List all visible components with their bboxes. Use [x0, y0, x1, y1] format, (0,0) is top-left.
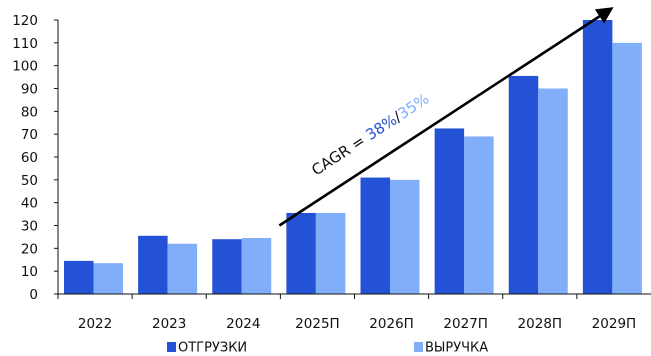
axes-group: 0 10 20 30 40 50 60 70 80 90 100 110 120 2022 2023 2024… [12, 13, 651, 332]
bar-revenue-2029П [612, 42, 642, 295]
x-tick-label-2028П: 2028П [518, 316, 563, 332]
y-tick-label-70: 70 [21, 127, 38, 143]
y-tick-label-20: 20 [21, 241, 38, 257]
legend-label-revenue: ВЫРУЧКА [425, 341, 488, 356]
y-tick-label-0: 0 [29, 287, 38, 303]
y-tick-label-90: 90 [21, 82, 38, 98]
bars-group [64, 20, 642, 295]
bar-revenue-2026П [390, 179, 420, 294]
bar-shipments-2027П [434, 128, 465, 294]
y-tick-label-120: 120 [12, 13, 38, 29]
x-tick-label-2024: 2024 [226, 316, 260, 332]
y-tick-label-30: 30 [21, 219, 38, 235]
legend: ОТГРУЗКИ ВЫРУЧКА [167, 341, 488, 356]
y-tick-label-60: 60 [21, 150, 38, 166]
y-tick-label-40: 40 [21, 196, 38, 212]
bar-shipments-2029П [582, 20, 613, 294]
bar-shipments-2028П [508, 75, 539, 294]
bar-revenue-2022 [93, 263, 123, 294]
x-tick-label-2029П: 2029П [592, 316, 637, 332]
y-tick-label-50: 50 [21, 173, 38, 189]
x-tick-label-2025П: 2025П [295, 316, 340, 332]
bar-revenue-2027П [464, 136, 494, 294]
y-tick-label-80: 80 [21, 104, 38, 120]
y-tick-label-100: 100 [12, 59, 38, 75]
bar-revenue-2024 [241, 238, 272, 294]
x-tick-label-2026П: 2026П [369, 316, 414, 332]
bar-revenue-2023 [167, 243, 198, 294]
bar-shipments-2022 [64, 260, 94, 294]
y-tick-label-10: 10 [21, 264, 38, 280]
x-tick-label-2022: 2022 [78, 316, 112, 332]
bar-shipments-2023 [138, 235, 168, 294]
trend-arrow [278, 7, 614, 227]
legend-swatch-shipments [167, 342, 176, 352]
bar-shipments-2025П [286, 212, 316, 294]
bar-revenue-2025П [315, 212, 346, 294]
bar-shipments-2026П [360, 177, 390, 294]
x-tick-label-2023: 2023 [152, 316, 186, 332]
x-tick-label-2027П: 2027П [443, 316, 488, 332]
legend-label-shipments: ОТГРУЗКИ [178, 341, 247, 356]
cagr-revenue-value: 35% [395, 90, 433, 123]
legend-swatch-revenue [414, 342, 423, 352]
y-tick-label-110: 110 [12, 36, 38, 52]
bar-shipments-2024 [212, 239, 242, 294]
bar-revenue-2028П [538, 88, 568, 294]
